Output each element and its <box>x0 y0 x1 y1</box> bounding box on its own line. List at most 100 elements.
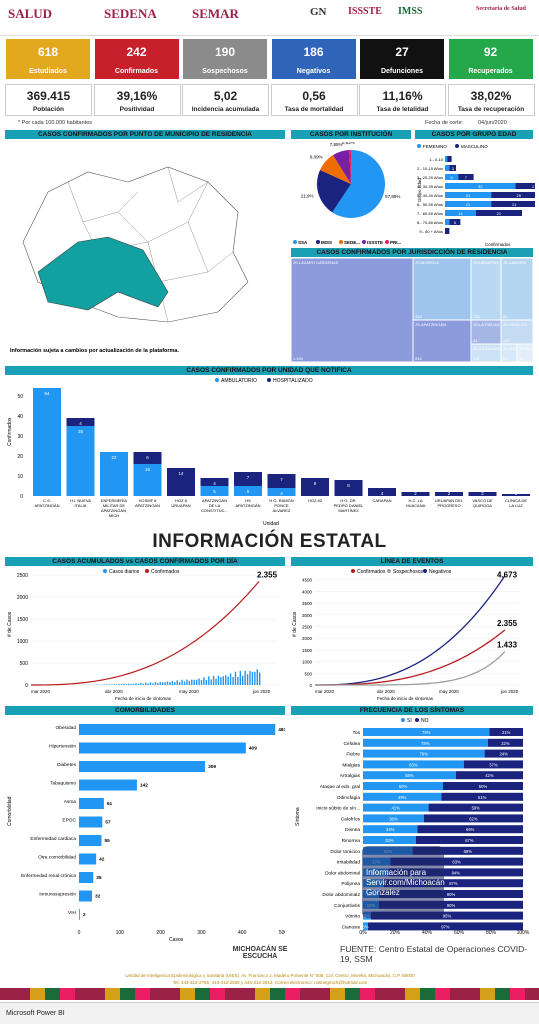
treemap-jurisdiccion[interactable]: JS-LÁZARO CÁRDENAS1.100JS-MORELIA334JS-A… <box>291 258 533 362</box>
com-xtick: 100 <box>116 930 125 936</box>
acc-daily-bar <box>160 682 161 685</box>
acc-daily-bar <box>143 684 144 685</box>
sin-tick-label: Dolor abdominal <box>325 870 360 876</box>
unit-ytick: 50 <box>17 394 23 400</box>
unit-ytick: 10 <box>17 474 23 480</box>
sin-tick-label: Conjuntivitis <box>334 903 360 909</box>
sin-tick-label: Fiebre <box>346 752 360 758</box>
acc-xtick: jun 2020 <box>252 689 271 694</box>
evt-xtick: abr 2020 <box>377 689 395 694</box>
taskbar: Microsoft Power BI <box>0 1002 539 1024</box>
age-bar <box>445 165 449 171</box>
kpi-label: Defunciones <box>360 68 444 75</box>
unit-bar-label: 14 <box>178 471 184 476</box>
kpi-label: Confirmados <box>95 68 179 75</box>
treemap-cell <box>413 258 471 320</box>
michoacan-logo: MICHOACÁN SE ESCUCHA <box>225 946 295 960</box>
sin-label-no: 69% <box>464 849 473 854</box>
sedena-logo: SEDENA <box>104 6 157 22</box>
stat-value: 38,02% <box>449 89 534 103</box>
age-xlabel: Confirmados <box>485 242 511 247</box>
acc-daily-bar <box>184 682 185 685</box>
evt-xlabel: Fecha de inicio de síntomas <box>377 696 434 701</box>
pie-legend-label: IMSS <box>321 240 332 245</box>
sin-tick-label: Ataque al edo. gral <box>320 784 360 790</box>
acc-daily-bar <box>194 680 195 685</box>
sin-label-no: 95% <box>443 914 452 919</box>
acc-xtick: abr 2020 <box>105 689 123 694</box>
acc-daily-bar <box>167 682 168 685</box>
unit-category-label: PROGRESO <box>437 503 460 508</box>
sin-label-no: 59% <box>472 806 481 811</box>
acc-daily-bar <box>223 676 224 685</box>
evt-line-2 <box>315 576 505 685</box>
treemap-label: JS-ZAMORA <box>503 260 526 265</box>
state-map[interactable]: Información sujeta a cambios por actuali… <box>8 142 284 354</box>
com-bar <box>79 909 80 920</box>
sin-tick-label: Cianosis <box>342 924 361 930</box>
evt-xtick: may 2020 <box>439 689 459 694</box>
unit-xlabel: Unidad <box>263 521 279 526</box>
sin-tick-label: Irritabilidad <box>337 860 361 866</box>
sin-legend-dot <box>415 718 419 722</box>
com-tick-label: Tabaquismo <box>50 781 76 787</box>
sin-label-no: 97% <box>441 924 450 929</box>
acc-daily-bar <box>189 681 190 685</box>
acc-daily-bar <box>208 676 209 685</box>
unit-bar <box>33 388 61 496</box>
sin-label-no: 66% <box>466 827 475 832</box>
sin-label-si: 76% <box>420 752 429 757</box>
sin-legend-label: NO <box>421 718 429 724</box>
com-tick-label: Asma <box>64 799 77 805</box>
evt-xtick: mar 2020 <box>315 689 335 694</box>
unit-category-label: APATZINGÁN <box>236 503 261 508</box>
unit-category-label: HUACANA <box>406 503 426 508</box>
acc-daily-bar <box>247 674 248 685</box>
sin-tick-label: Artralgias <box>340 773 361 779</box>
unit-ytick: 20 <box>17 454 23 460</box>
evt-ytick: 3000 <box>302 613 313 618</box>
acc-daily-bar <box>220 677 221 685</box>
unit-category-label: HGZ 83 <box>308 498 323 503</box>
address-line: Unidad de Inteligencia Epidemiológica y … <box>20 973 520 978</box>
age-bar-label: 14 <box>458 211 463 216</box>
age-bar <box>445 156 447 162</box>
kpi-label: Sospechosos <box>183 68 267 75</box>
sin-label-no: 67% <box>465 838 474 843</box>
pie-legend-label: SEDE... <box>344 240 360 245</box>
acc-daily-bar <box>196 680 197 685</box>
acc-daily-bar <box>152 683 153 685</box>
com-bar-label: 61 <box>107 801 113 807</box>
kpi-value: 618 <box>6 45 90 59</box>
acc-ytick: 500 <box>20 661 29 667</box>
acc-daily-bar <box>218 676 219 685</box>
evt-end-value: 4.673 <box>497 571 518 580</box>
age-legend-dot <box>417 144 421 148</box>
acc-daily-bar <box>138 684 139 685</box>
com-bar-label: 42 <box>99 857 105 863</box>
com-tick-label: Diabetes <box>57 762 77 768</box>
acc-daily-bar <box>215 679 216 685</box>
stat-5: 38,02%Tasa de recuperación <box>448 84 535 116</box>
unit-bar-label: 16 <box>145 467 151 472</box>
evt-ytick: 4000 <box>302 589 313 594</box>
acc-daily-bar <box>104 684 105 685</box>
com-tick-label: VIH <box>68 910 77 916</box>
acc-daily-bar <box>191 680 192 685</box>
treemap-value: 242 <box>415 356 422 361</box>
com-xtick: 200 <box>156 930 165 936</box>
kpi-value: 92 <box>449 45 533 59</box>
